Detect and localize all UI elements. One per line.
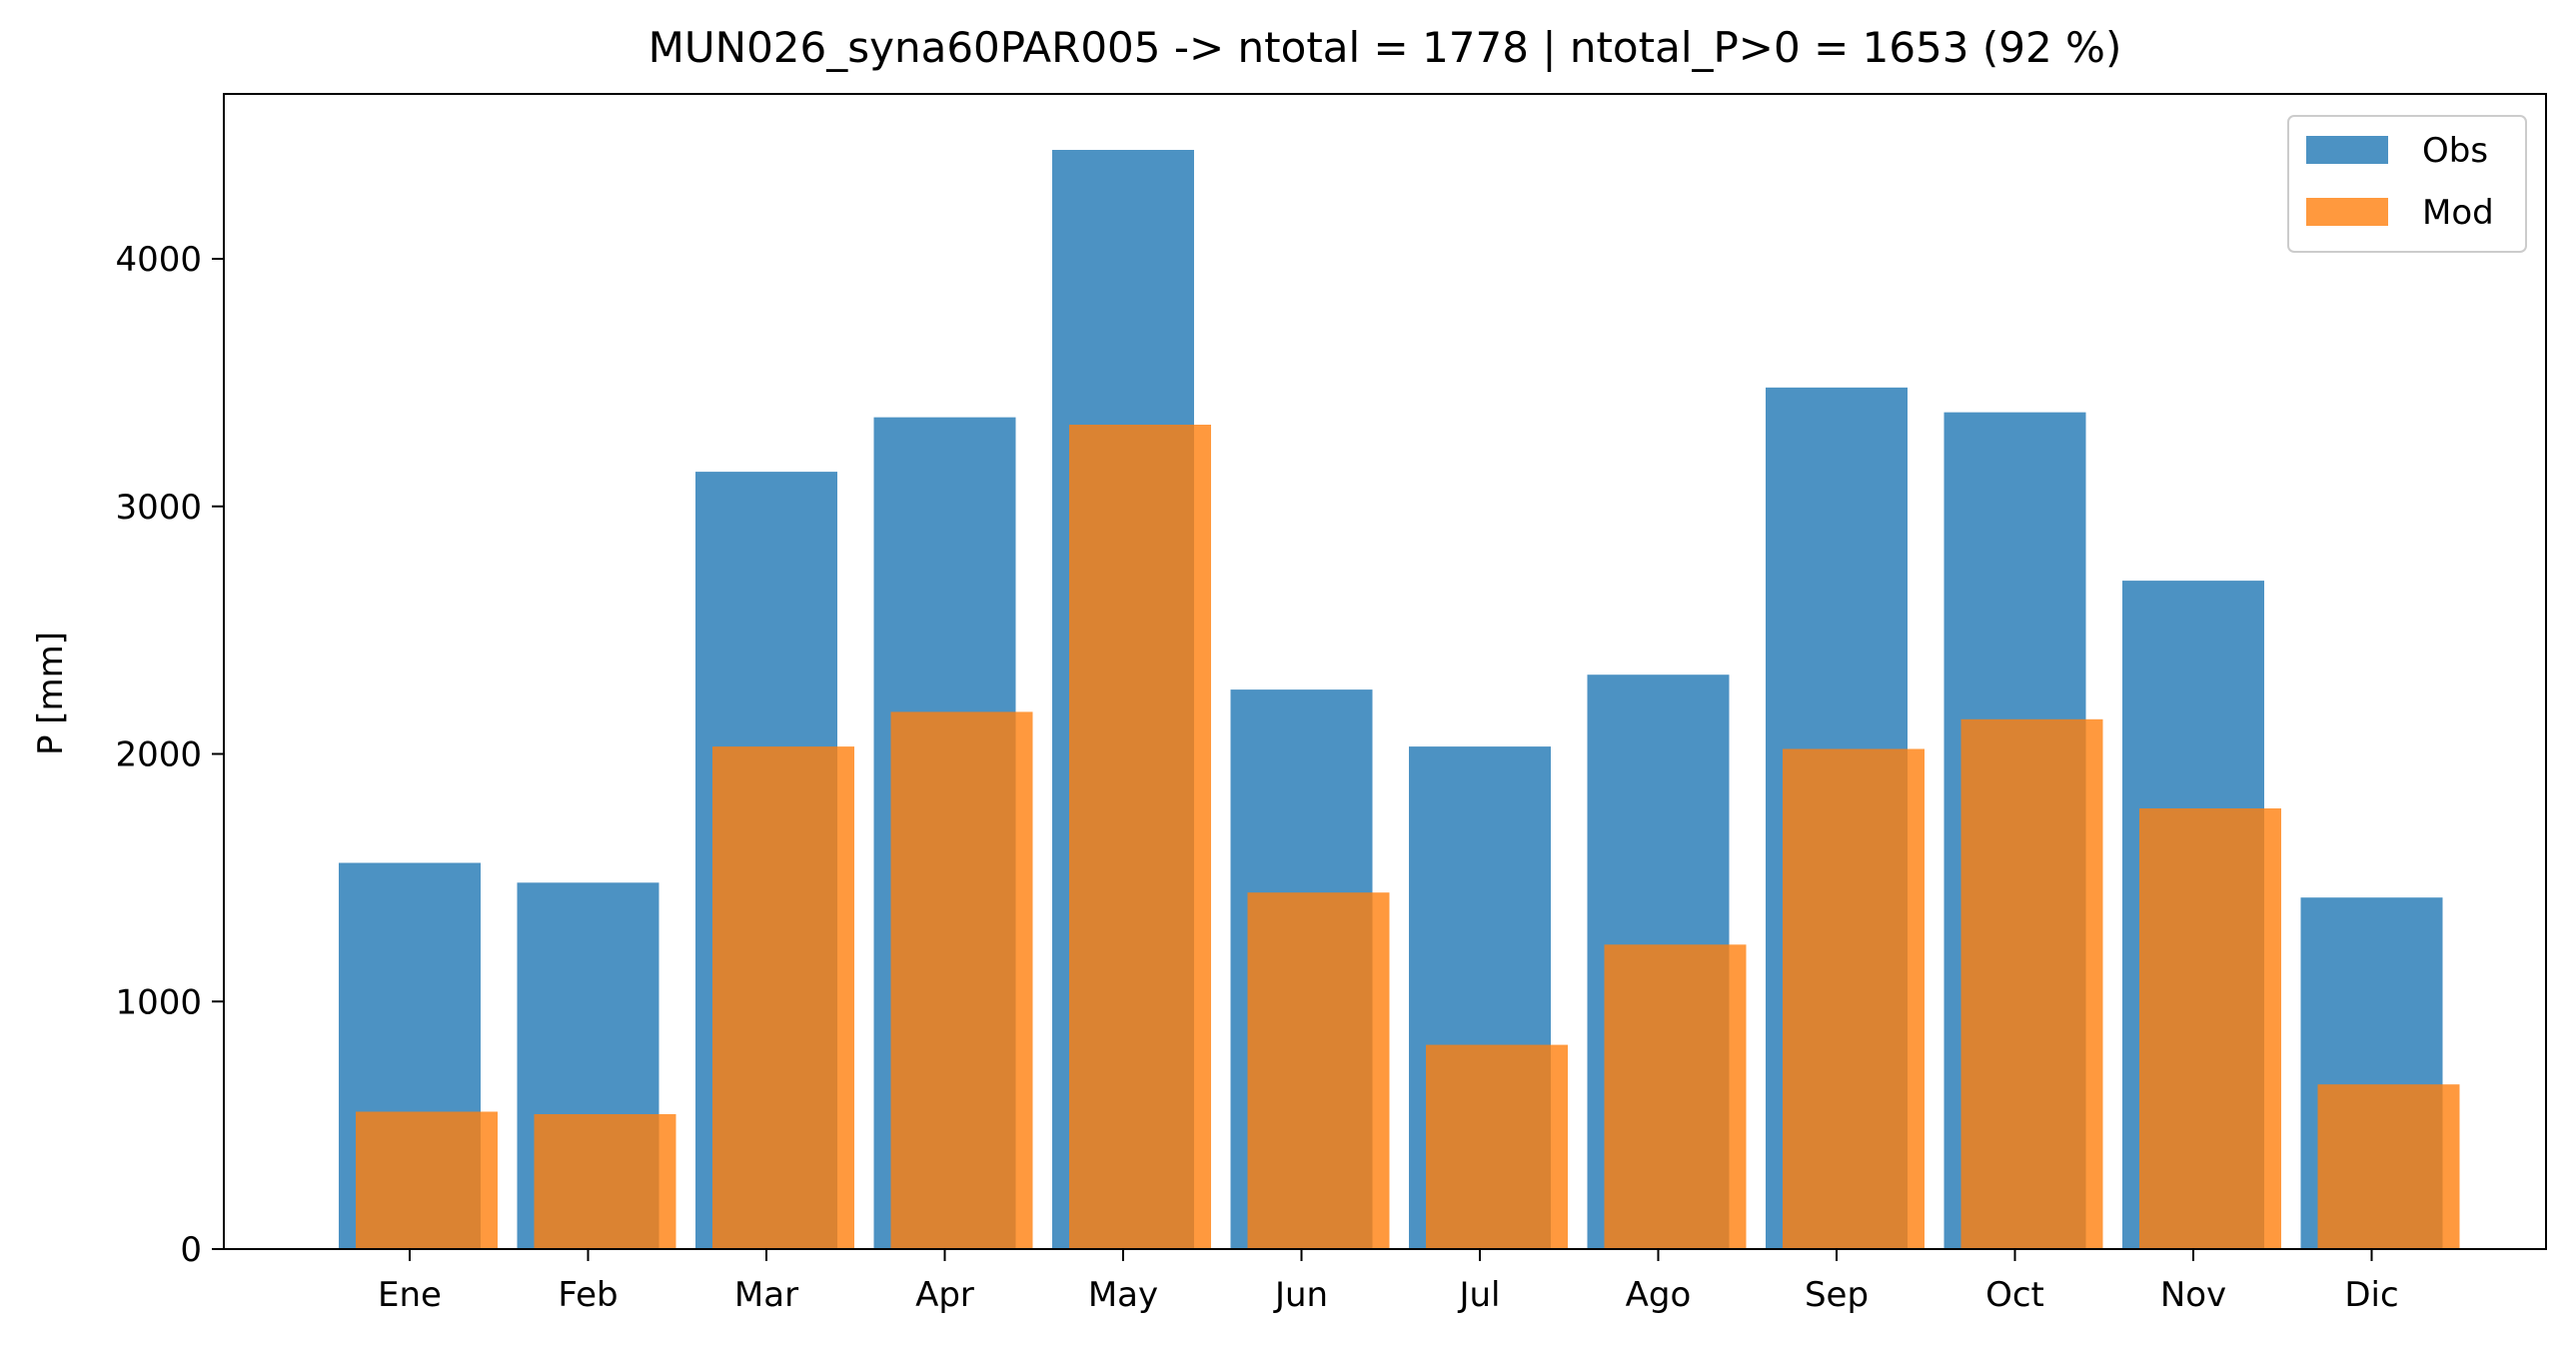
chart-title: MUN026_syna60PAR005 -> ntotal = 1778 | n…	[648, 23, 2122, 72]
legend: Obs Mod	[2287, 115, 2527, 253]
x-tick-label: Feb	[558, 1275, 618, 1315]
bar-mod-oct	[1960, 718, 2103, 1249]
x-tick-label: Dic	[2344, 1275, 2398, 1315]
legend-swatch-obs	[2306, 136, 2388, 164]
bar-mod-may	[1069, 425, 1211, 1249]
bar-mod-jun	[1247, 892, 1390, 1249]
bar-mod-apr	[890, 711, 1033, 1249]
y-tick-label: 2000	[115, 735, 202, 775]
x-tick-label: Nov	[2160, 1275, 2226, 1315]
bar-mod-nov	[2139, 808, 2281, 1249]
x-tick-label: Jul	[1457, 1275, 1500, 1315]
y-tick-label: 4000	[115, 240, 202, 280]
bar-mod-ago	[1604, 944, 1747, 1249]
x-tick-label: Jun	[1273, 1275, 1328, 1315]
y-tick-label: 3000	[115, 488, 202, 528]
bar-mod-ene	[356, 1111, 498, 1249]
bar-mod-dic	[2317, 1084, 2460, 1249]
bars	[339, 150, 2460, 1250]
x-tick-label: Mar	[734, 1275, 798, 1315]
plot-frame	[223, 93, 2547, 1250]
x-tick-label: Sep	[1805, 1275, 1869, 1315]
x-tick-label: Ago	[1626, 1275, 1692, 1315]
bar-mod-sep	[1783, 748, 1925, 1249]
legend-label-obs: Obs	[2422, 131, 2488, 171]
y-axis: 0 1000 2000 3000 4000	[115, 240, 224, 1270]
x-tick-label: May	[1088, 1275, 1158, 1315]
legend-label-mod: Mod	[2422, 193, 2494, 233]
x-axis: Ene Feb Mar Apr May Jun Jul Ago Sep Oct Nov Dic	[378, 1249, 2399, 1315]
y-axis-label: P [mm]	[31, 632, 71, 755]
x-tick-label: Oct	[1985, 1275, 2044, 1315]
x-tick-label: Apr	[915, 1275, 974, 1315]
bar-mod-feb	[534, 1114, 676, 1249]
bar-mod-mar	[712, 746, 854, 1249]
x-tick-label: Ene	[378, 1275, 442, 1315]
y-tick-label: 0	[180, 1230, 202, 1270]
bar-mod-jul	[1426, 1044, 1568, 1249]
y-tick-label: 1000	[115, 982, 202, 1022]
legend-swatch-mod	[2306, 198, 2388, 226]
